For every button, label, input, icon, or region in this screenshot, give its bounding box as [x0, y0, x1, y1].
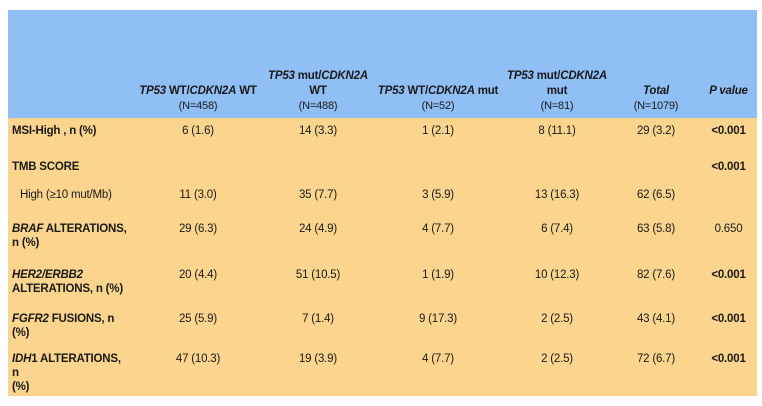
- header-total: Total (N=1079): [633, 85, 679, 112]
- table-row: HER2/ERBB2 ALTERATIONS, n (%) 20 (4.4) 51 (…: [8, 262, 757, 306]
- row-label-text: TMB SCORE: [12, 161, 80, 173]
- cohort-cell-c3: 4 (7.7): [422, 223, 454, 235]
- table-row: TMB SCORE <0.001: [8, 154, 757, 182]
- total-cell: 82 (7.6): [636, 269, 676, 281]
- row-label-text: FUSIONS, n: [48, 313, 115, 325]
- table-row: MSI-High , n (%) 6 (1.6) 14 (3.3) 1 (2.1) 8 …: [8, 118, 757, 154]
- p-value-cell: <0.001: [711, 161, 746, 173]
- row-label-text-2: n (%): [12, 237, 40, 249]
- cohort-cell-c3: 1 (2.1): [422, 125, 454, 137]
- p-value-cell: <0.001: [711, 125, 746, 137]
- cohort-cell-c1: 47 (10.3): [175, 353, 221, 365]
- row-label-text-2: (%): [12, 327, 30, 339]
- row-gene: BRAF: [12, 223, 44, 235]
- cohort-cell-c4: 8 (11.1): [538, 125, 576, 137]
- table-body: MSI-High , n (%) 6 (1.6) 14 (3.3) 1 (2.1) 8 …: [8, 118, 757, 396]
- cohort-cell-c1: 6 (1.6): [182, 125, 214, 137]
- header-p-value: P value: [709, 85, 748, 97]
- p-value-cell: <0.001: [711, 269, 746, 281]
- cohort-cell-c2: 14 (3.3): [298, 125, 338, 137]
- row-label-text: ALTERATIONS,: [43, 223, 127, 235]
- total-cell: [612, 154, 700, 182]
- cohort-cell-c1: [134, 154, 262, 182]
- cohort-cell-c3: 1 (1.9): [422, 269, 454, 281]
- table-row: IDH1 ALTERATIONS, n (%) 47 (10.3) 19 (3.9) 4…: [8, 346, 757, 396]
- header-tp53wt-cdkn2amut: TP53 WT/CDKN2A mut (N=52): [377, 85, 499, 112]
- cohort-cell-c4: 13 (16.3): [534, 189, 580, 201]
- cohort-cell-c1: 20 (4.4): [178, 269, 218, 281]
- total-cell: 72 (6.7): [636, 353, 676, 365]
- cohort-cell-c2: 7 (1.4): [302, 313, 334, 325]
- row-label: IDH1 ALTERATIONS, n (%): [8, 346, 134, 396]
- row-label: TMB SCORE: [8, 154, 134, 182]
- row-label-text: MSI-High , n (%): [12, 125, 97, 137]
- cohort-cell-c3: 4 (7.7): [422, 353, 454, 365]
- total-cell: 29 (3.2): [636, 125, 676, 137]
- table-row: FGFR2 FUSIONS, n (%) 25 (5.9) 7 (1.4) 9 (17.…: [8, 306, 757, 346]
- cohort-cell-c2: 24 (4.9): [298, 223, 338, 235]
- cohort-cell-c4: 2 (2.5): [541, 353, 573, 365]
- row-label: High (≥10 mut/Mb): [8, 182, 134, 216]
- row-label: FGFR2 FUSIONS, n (%): [8, 306, 134, 346]
- cohort-cell-c2: [262, 154, 374, 182]
- cohort-cell-c4: 10 (12.3): [534, 269, 580, 281]
- cohort-cell-c2: 51 (10.5): [295, 269, 341, 281]
- cohort-cell-c3: 3 (5.9): [422, 189, 454, 201]
- header-tp53wt-cdkn2awt: TP53 WT/CDKN2A WT (N=458): [139, 85, 257, 112]
- row-label: BRAF ALTERATIONS, n (%): [8, 216, 134, 262]
- cohort-cell-c4: 6 (7.4): [541, 223, 573, 235]
- header-row: TP53 WT/CDKN2A WT (N=458) TP53 mut/CDKN2…: [8, 10, 757, 118]
- row-label-text: 1 ALTERATIONS, n: [12, 353, 121, 379]
- cohort-cell-c3: 9 (17.3): [418, 313, 458, 325]
- cohort-cell-c4: [502, 154, 612, 182]
- row-label: MSI-High , n (%): [8, 118, 134, 154]
- table-row: High (≥10 mut/Mb) 11 (3.0) 35 (7.7) 3 (5.9)…: [8, 182, 757, 216]
- results-table: TP53 WT/CDKN2A WT (N=458) TP53 mut/CDKN2…: [8, 10, 757, 396]
- p-value-cell: [700, 182, 757, 216]
- cohort-cell-c3: [374, 154, 502, 182]
- row-gene: HER2/ERBB2: [12, 269, 83, 281]
- results-table-container: TP53 WT/CDKN2A WT (N=458) TP53 mut/CDKN2…: [8, 10, 757, 396]
- total-cell: 63 (5.8): [636, 223, 676, 235]
- total-cell: 43 (4.1): [636, 313, 676, 325]
- header-tp53mut-cdkn2amut: TP53 mut/CDKN2A mut (N=81): [507, 70, 607, 112]
- cohort-cell-c4: 2 (2.5): [541, 313, 573, 325]
- cohort-cell-c2: 19 (3.9): [298, 353, 338, 365]
- row-gene: FGFR2: [12, 313, 49, 325]
- p-value-cell: <0.001: [711, 353, 746, 365]
- cohort-cell-c1: 25 (5.9): [178, 313, 218, 325]
- row-gene: IDH: [12, 353, 32, 365]
- p-value-cell: <0.001: [711, 313, 746, 325]
- cohort-cell-c1: 29 (6.3): [178, 223, 218, 235]
- header-tp53mut-cdkn2awt: TP53 mut/CDKN2A WT (N=488): [268, 70, 368, 112]
- total-cell: 62 (6.5): [636, 189, 676, 201]
- row-label-text: High (≥10 mut/Mb): [20, 189, 112, 201]
- header-label-col: [8, 10, 134, 118]
- p-value-cell: 0.650: [714, 223, 743, 235]
- row-label-text-2: ALTERATIONS, n (%): [12, 283, 123, 295]
- table-row: BRAF ALTERATIONS, n (%) 29 (6.3) 24 (4.9) 4 …: [8, 216, 757, 262]
- cohort-cell-c2: 35 (7.7): [298, 189, 338, 201]
- row-label-text-2: (%): [12, 381, 30, 393]
- cohort-cell-c1: 11 (3.0): [179, 189, 217, 201]
- row-label: HER2/ERBB2 ALTERATIONS, n (%): [8, 262, 134, 306]
